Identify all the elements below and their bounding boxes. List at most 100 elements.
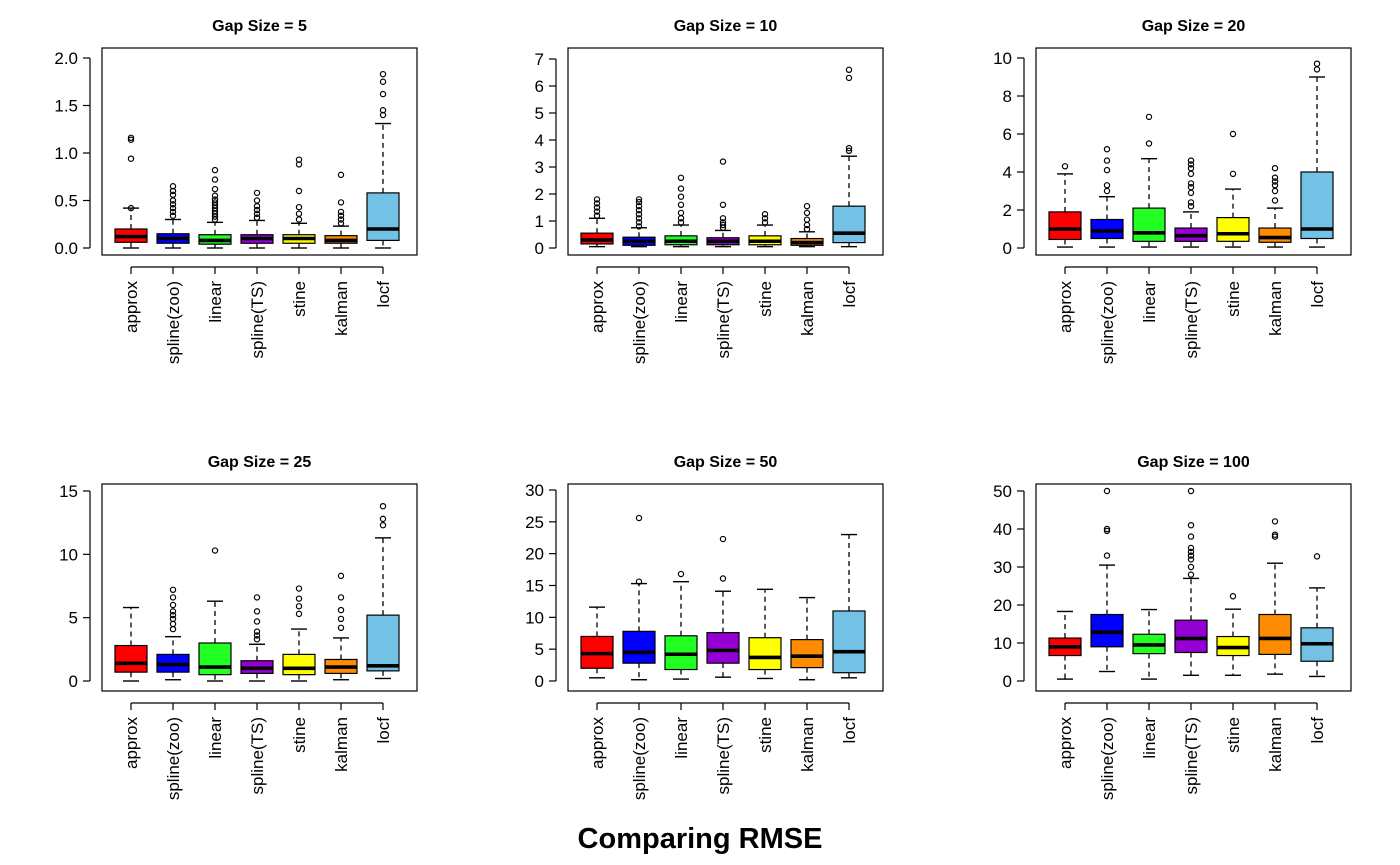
box-locf <box>366 70 400 249</box>
outlier-point <box>169 183 177 190</box>
box-kalman <box>790 596 824 681</box>
x-tick-label: approx <box>588 717 607 769</box>
outlier-point <box>379 515 387 523</box>
box-locf <box>366 503 400 680</box>
outlier-point <box>169 208 177 216</box>
outlier-point <box>127 155 135 162</box>
x-tick-label: linear <box>672 281 691 323</box>
x-tick-label: spline(TS) <box>1182 717 1201 794</box>
outlier-point <box>1187 563 1195 571</box>
x-tick-label: locf <box>840 281 859 308</box>
outlier-point <box>295 585 303 592</box>
box-spline(zoo) <box>1090 145 1124 248</box>
outlier-point <box>1187 157 1195 164</box>
outlier-point <box>253 594 261 601</box>
outlier-point <box>169 212 177 219</box>
outlier-point <box>1103 552 1111 559</box>
outlier-point <box>1187 189 1195 197</box>
box-rect <box>282 653 316 676</box>
outlier-point <box>719 535 727 543</box>
y-tick-label: 50 <box>993 482 1012 501</box>
box-approx <box>580 606 614 679</box>
box-rect <box>622 630 656 664</box>
outlier-point <box>295 595 303 602</box>
box-kalman <box>790 202 824 248</box>
x-tick-label: stine <box>1224 281 1243 317</box>
panel-5: Gap Size = 50 0 5 10 15 20 25 30 approx spline(zo… <box>525 454 884 800</box>
outlier-point <box>677 185 685 192</box>
y-tick-label: 15 <box>525 577 544 596</box>
outlier-point <box>295 203 303 211</box>
box-approx <box>114 606 148 682</box>
outlier-point <box>295 187 303 195</box>
outlier-point <box>169 608 177 615</box>
outlier-point <box>635 211 643 218</box>
y-tick-label: 0 <box>1003 672 1012 691</box>
outlier-point <box>1271 182 1279 189</box>
outlier-point <box>211 547 219 554</box>
x-tick-label: locf <box>374 717 393 744</box>
box-linear <box>664 174 698 248</box>
panel-2: Gap Size = 10 0 1 2 3 4 5 6 7 approx spline(zoo) li… <box>535 18 884 364</box>
outlier-point <box>1271 164 1279 172</box>
outlier-point <box>677 193 685 200</box>
outlier-point <box>593 208 601 215</box>
outlier-point <box>169 594 177 601</box>
outlier-point <box>1187 164 1195 172</box>
outlier-point <box>211 196 219 203</box>
x-tick-label: stine <box>756 281 775 317</box>
box-rect <box>748 637 782 671</box>
x-tick-label: linear <box>206 717 225 759</box>
x-tick-label: kalman <box>1266 281 1285 336</box>
outlier-point <box>1103 527 1111 535</box>
outlier-point <box>635 215 643 222</box>
outlier-point <box>845 66 853 74</box>
box-rect <box>832 610 866 674</box>
box-spline(TS) <box>706 535 740 678</box>
outlier-point <box>295 210 303 217</box>
box-rect <box>706 632 740 664</box>
box-rect <box>790 639 824 669</box>
outlier-point <box>253 618 261 625</box>
x-tick-label: kalman <box>1266 717 1285 772</box>
outlier-point <box>253 210 261 217</box>
y-tick-label: 6 <box>535 77 544 96</box>
outlier-point <box>169 625 177 633</box>
outlier-point <box>337 220 345 227</box>
x-tick-label: linear <box>1140 281 1159 323</box>
panel-title: Gap Size = 50 <box>674 454 778 471</box>
outlier-point <box>1187 161 1195 168</box>
outlier-point <box>253 628 261 635</box>
outlier-point <box>1103 157 1111 164</box>
x-tick-label: locf <box>374 281 393 308</box>
outlier-point <box>1271 518 1279 525</box>
outlier-point <box>1229 130 1237 138</box>
x-tick-label: kalman <box>332 281 351 336</box>
panel-title: Gap Size = 100 <box>1137 454 1250 471</box>
x-tick-label: approx <box>122 281 141 333</box>
outlier-point <box>635 196 643 203</box>
box-linear <box>198 547 232 682</box>
y-tick-label: 8 <box>1003 87 1012 106</box>
box-rect <box>1090 218 1124 240</box>
outlier-point <box>337 212 345 219</box>
x-tick-label: approx <box>122 717 141 769</box>
panel-1: Gap Size = 5 0.0 0.5 1.0 1.5 2.0 approx spline(… <box>54 18 418 364</box>
box-stine <box>282 156 316 249</box>
y-tick-label: 0 <box>69 672 78 691</box>
panel-title: Gap Size = 5 <box>212 18 307 35</box>
x-tick-label: linear <box>672 717 691 759</box>
outlier-point <box>253 202 261 210</box>
box-stine <box>748 211 782 248</box>
outlier-point <box>295 156 303 163</box>
box-locf <box>1300 60 1334 248</box>
x-tick-label: approx <box>588 281 607 333</box>
outlier-point <box>635 578 643 585</box>
y-tick-label: 20 <box>993 596 1012 615</box>
box-kalman <box>1258 518 1292 675</box>
x-tick-label: spline(TS) <box>1182 281 1201 358</box>
outlier-point <box>677 201 685 208</box>
outlier-point <box>1187 522 1195 529</box>
outlier-point <box>337 171 345 179</box>
